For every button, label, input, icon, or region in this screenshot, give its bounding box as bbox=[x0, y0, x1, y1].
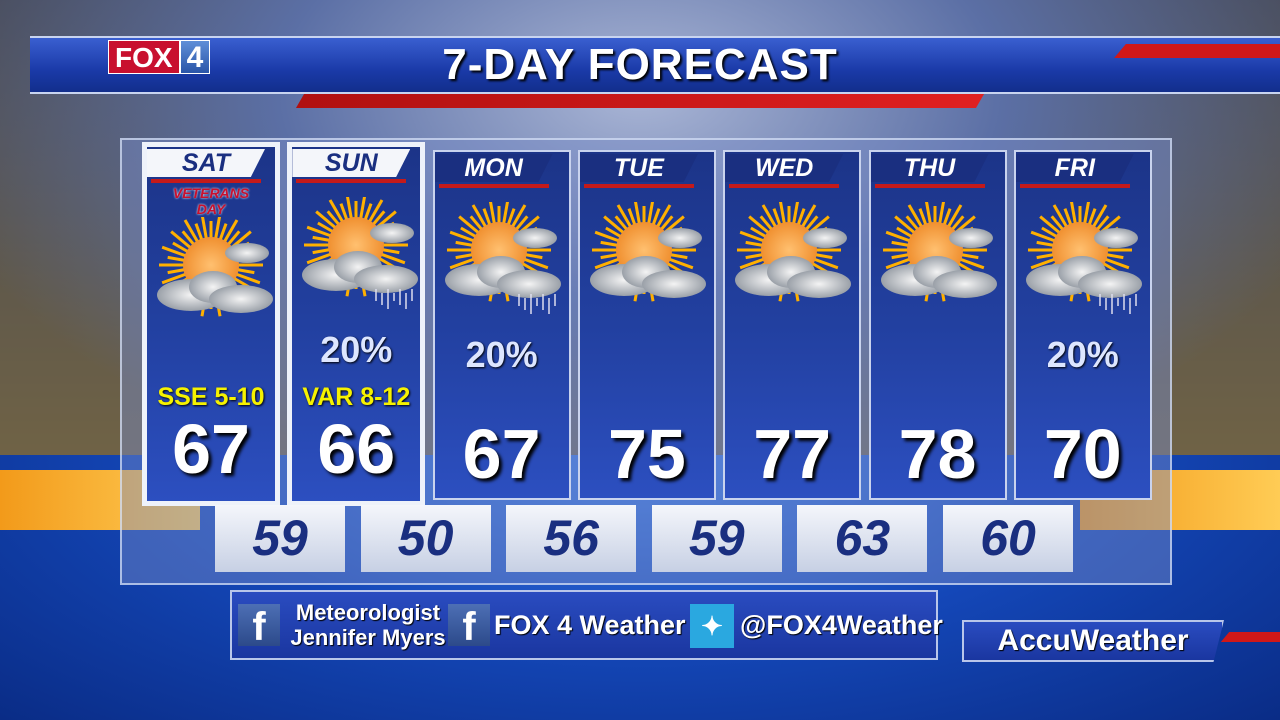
high-temp: 70 bbox=[1043, 415, 1122, 493]
day-column-tue: TUE 75 bbox=[577, 150, 716, 500]
high-temp: 67 bbox=[462, 415, 541, 493]
day-label: FRI bbox=[1015, 154, 1134, 182]
fb1-line1: Meteorologist bbox=[295, 600, 441, 625]
low-temp: 59 bbox=[651, 505, 782, 572]
day-label: SAT bbox=[147, 149, 265, 177]
low-temp: 60 bbox=[943, 505, 1073, 572]
red-stripe bbox=[729, 184, 840, 188]
twitter-handle: @FOX4Weather bbox=[740, 610, 943, 640]
partly-sunny-icon bbox=[151, 213, 279, 337]
day-column-mon: MON 20% 67 bbox=[432, 150, 571, 500]
fb1-line2: Jennifer Myers bbox=[290, 625, 446, 650]
veterans-day-banner: VETERANS DAY bbox=[172, 185, 250, 217]
red-stripe bbox=[583, 184, 694, 188]
header-red-stripe bbox=[295, 94, 985, 108]
facebook-station: FOX 4 Weather bbox=[494, 610, 686, 640]
twitter-icon: ✦ bbox=[690, 604, 734, 648]
accuweather-brand: AccuWeather bbox=[962, 620, 1224, 662]
facebook-icon: f bbox=[448, 604, 490, 649]
partly-sunny-icon bbox=[729, 198, 857, 322]
low-temp: 56 bbox=[506, 505, 637, 572]
facebook-meteorologist: Meteorologist Jennifer Myers bbox=[288, 600, 448, 650]
day-label: TUE bbox=[579, 154, 698, 182]
red-stripe bbox=[438, 184, 549, 188]
day-label: MON bbox=[434, 154, 553, 182]
day-column-thu: THU 78 bbox=[868, 150, 1007, 500]
accuweather-red-accent bbox=[1220, 632, 1280, 642]
fox4-logo: FOX 4 bbox=[108, 40, 211, 74]
day-column-wed: WED 77 bbox=[723, 150, 862, 500]
partly-sunny-showers-icon bbox=[1020, 198, 1148, 322]
header-bar bbox=[30, 36, 1280, 94]
low-temp: 59 bbox=[215, 505, 345, 572]
wind: SSE 5-10 bbox=[157, 383, 265, 411]
partly-sunny-icon bbox=[875, 198, 1003, 322]
high-temp: 75 bbox=[607, 415, 686, 493]
high-temp: 78 bbox=[898, 415, 977, 493]
high-temp: 77 bbox=[753, 415, 832, 493]
red-stripe bbox=[151, 179, 261, 183]
precip-chance: 20% bbox=[320, 329, 393, 370]
partly-sunny-showers-icon bbox=[439, 198, 567, 322]
wind: VAR 8-12 bbox=[302, 383, 411, 411]
day-label: SUN bbox=[292, 149, 411, 177]
precip-chance: 20% bbox=[465, 334, 538, 375]
day-column-sat: SAT VETERANS DAY SSE 5-10 67 bbox=[142, 142, 280, 506]
page-title: 7-DAY FORECAST bbox=[442, 40, 838, 89]
day-label: THU bbox=[870, 154, 989, 182]
red-stripe bbox=[296, 179, 407, 183]
high-temp: 67 bbox=[172, 410, 250, 488]
low-temp: 50 bbox=[360, 505, 491, 572]
partly-sunny-showers-icon bbox=[296, 193, 424, 317]
red-stripe bbox=[1019, 184, 1130, 188]
day-label: WED bbox=[725, 154, 844, 182]
social-bar: f Meteorologist Jennifer Myers f FOX 4 W… bbox=[230, 590, 943, 660]
partly-sunny-icon bbox=[584, 198, 712, 322]
precip-chance: 20% bbox=[1046, 334, 1119, 375]
day-column-sun: SUN 20% VAR 8-12 66 bbox=[287, 142, 426, 506]
low-temp: 63 bbox=[797, 505, 928, 572]
high-temp: 66 bbox=[317, 410, 396, 488]
day-column-fri: FRI 20% 70 bbox=[1013, 150, 1152, 500]
facebook-icon: f bbox=[238, 604, 280, 649]
red-stripe bbox=[874, 184, 985, 188]
